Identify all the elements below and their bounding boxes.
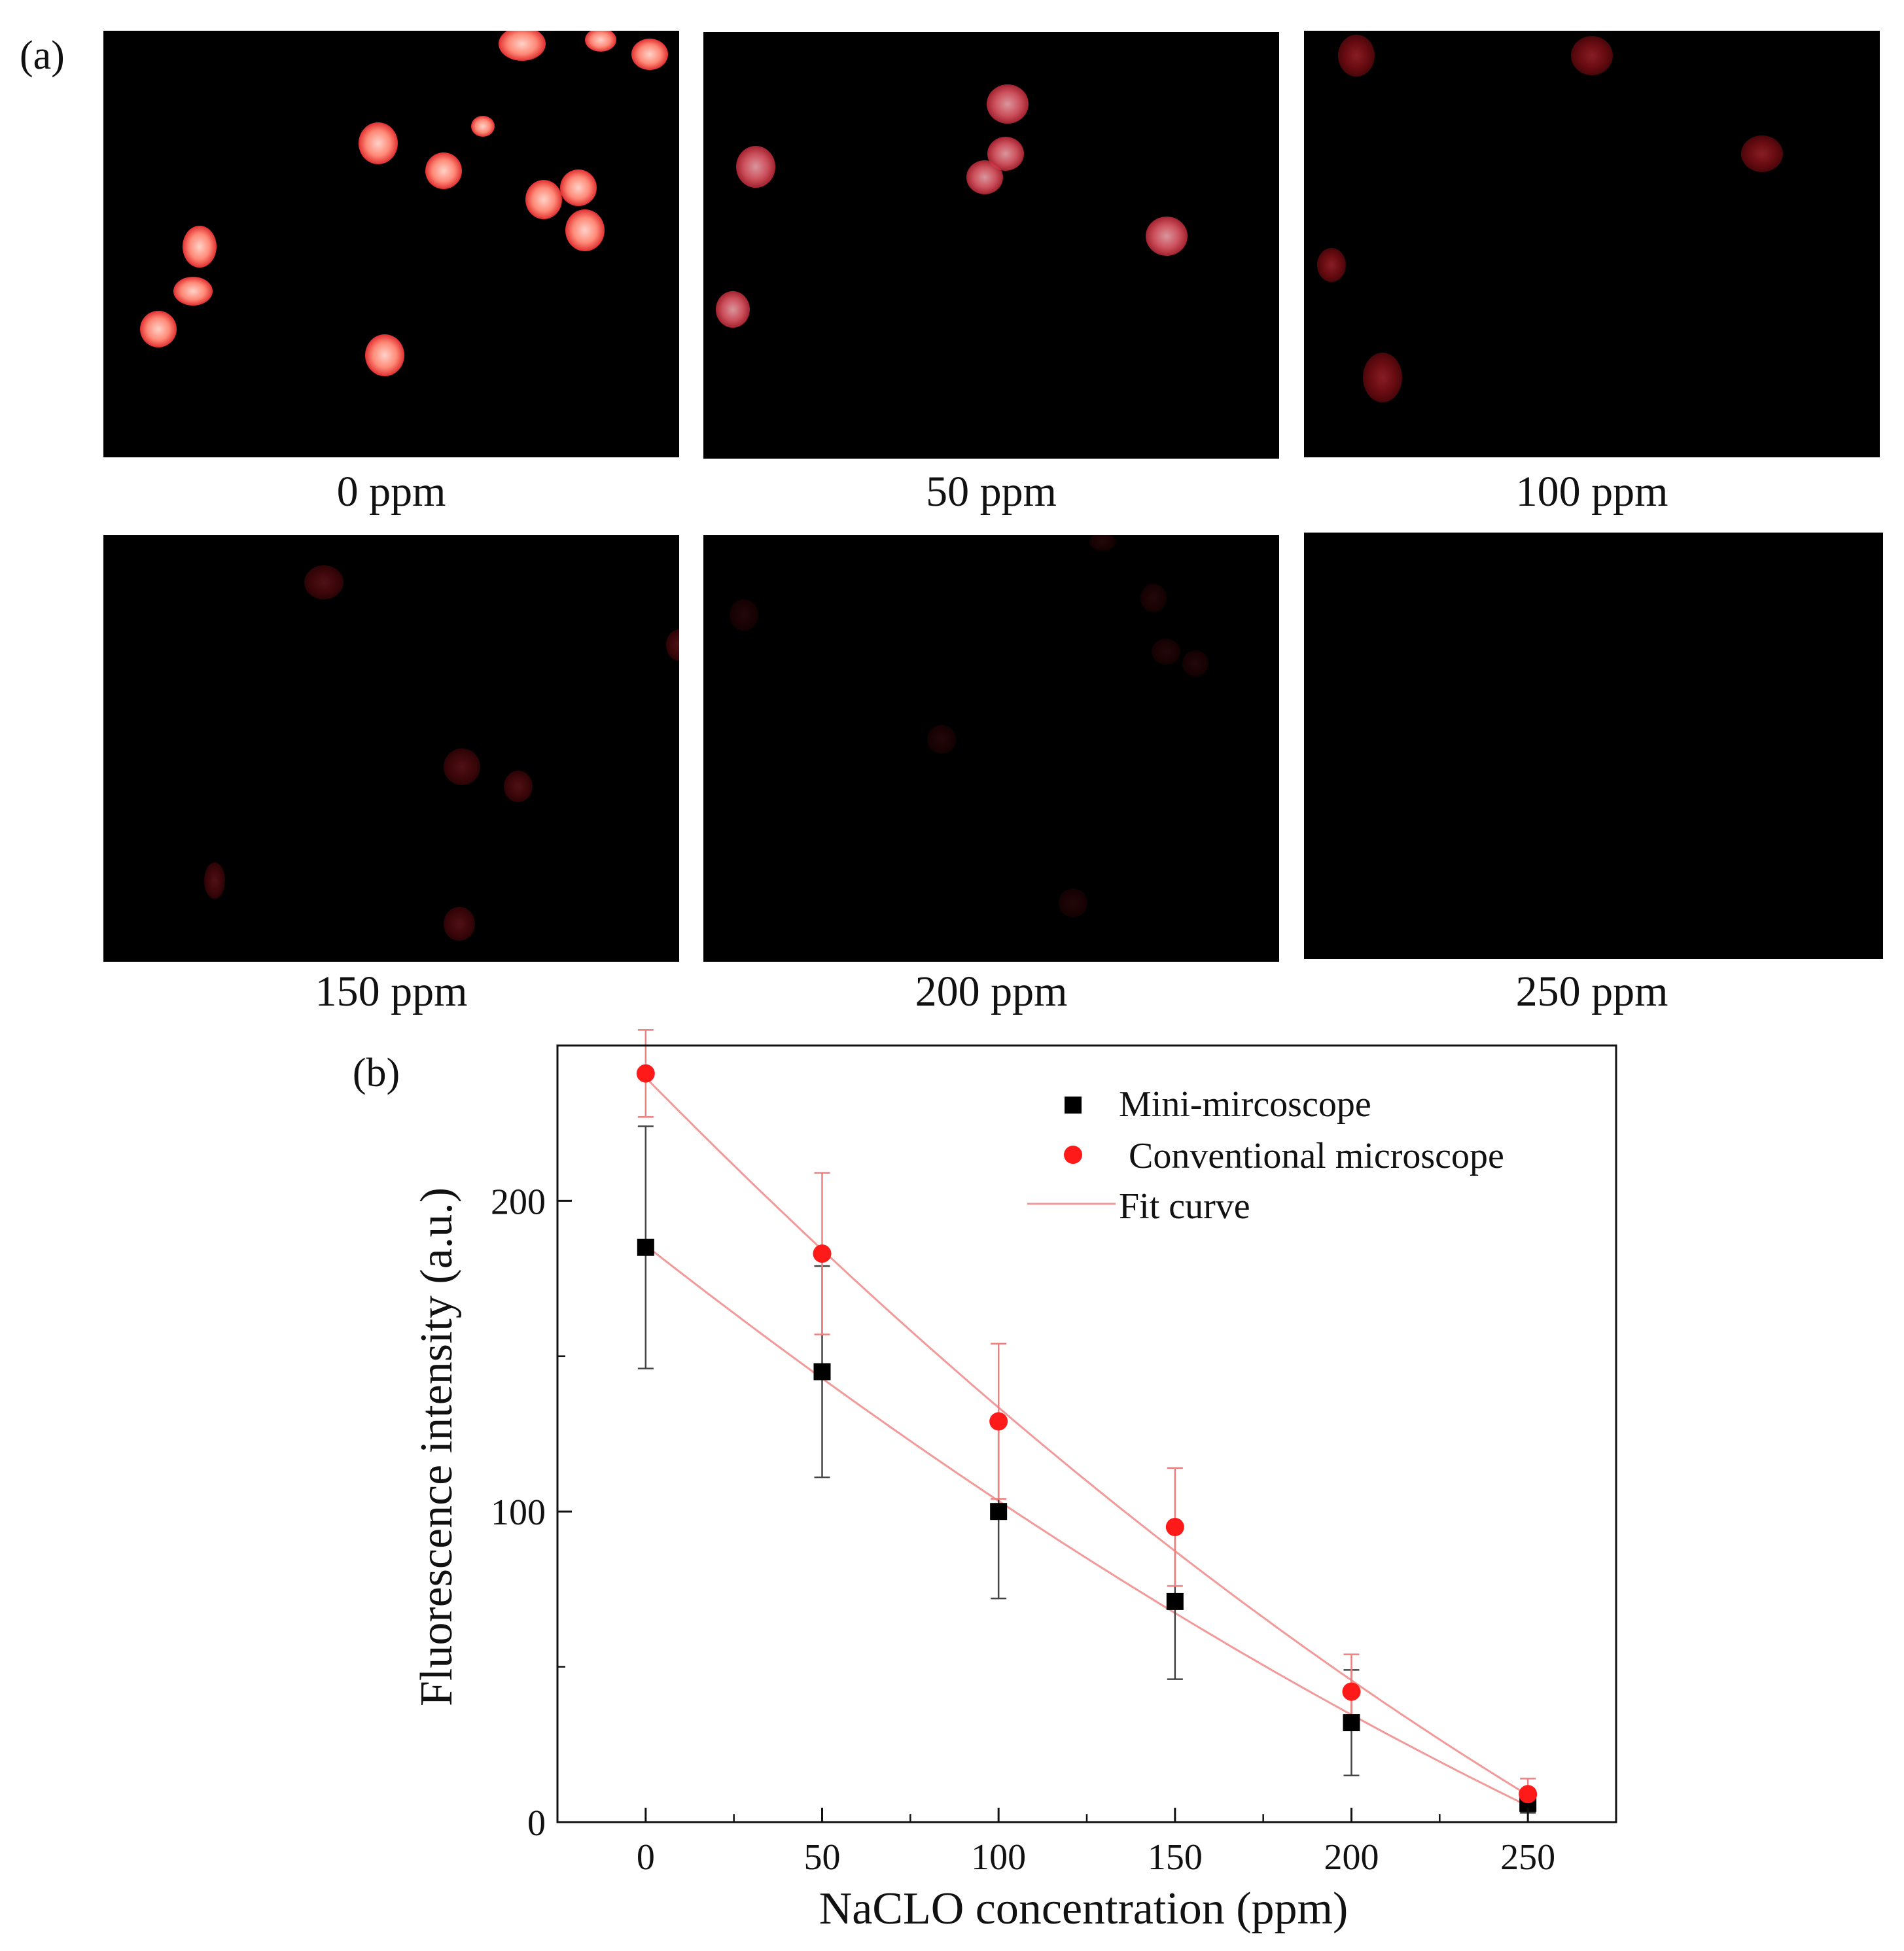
cell-nucleus <box>499 31 546 61</box>
y-tick-label: 200 <box>491 1182 546 1222</box>
legend-label-conventional: Conventional microscope <box>1129 1136 1504 1176</box>
cell-nucleus <box>444 748 480 785</box>
cell-nucleus <box>1571 36 1613 75</box>
cell-nucleus <box>716 291 750 328</box>
legend-marker-conventional <box>1064 1146 1082 1164</box>
cell-nucleus <box>1182 650 1208 677</box>
micrograph-100-ppm <box>1304 31 1880 457</box>
micrograph-250-ppm <box>1304 533 1883 959</box>
data-point-mini <box>1166 1592 1184 1610</box>
x-tick-label: 100 <box>971 1837 1026 1878</box>
data-point-conventional <box>813 1244 832 1263</box>
fit-curve-0 <box>644 1244 1528 1807</box>
legend-label-fit: Fit curve <box>1119 1186 1250 1227</box>
y-tick-label: 0 <box>527 1803 546 1844</box>
micrograph-caption: 150 ppm <box>315 968 468 1015</box>
data-point-mini <box>637 1239 654 1256</box>
cell-nucleus <box>304 565 344 599</box>
cell-nucleus <box>471 116 495 137</box>
micrograph-caption: 100 ppm <box>1515 468 1668 516</box>
x-tick-label: 150 <box>1148 1837 1203 1878</box>
legend-marker-mini <box>1065 1097 1082 1114</box>
x-axis-label: NaCLO concentration (ppm) <box>819 1884 1349 1934</box>
cell-nucleus <box>987 137 1024 171</box>
cell-nucleus <box>1059 888 1087 917</box>
panel-a-label: (a) <box>20 33 65 78</box>
x-tick-label: 200 <box>1324 1837 1379 1878</box>
fit-curve-1 <box>644 1076 1528 1797</box>
micrograph-caption: 200 ppm <box>915 968 1068 1015</box>
cell-nucleus <box>425 152 462 189</box>
cell-nucleus <box>927 725 956 754</box>
micrograph-150-ppm <box>103 535 679 962</box>
micrograph-50-ppm <box>703 32 1279 459</box>
panel-b-label: (b) <box>353 1051 400 1095</box>
cell-nucleus <box>1363 353 1402 402</box>
cell-nucleus <box>736 146 775 188</box>
cell-nucleus <box>666 629 679 661</box>
cell-nucleus <box>1741 135 1783 172</box>
cell-nucleus <box>631 39 668 70</box>
micrograph-caption: 50 ppm <box>926 468 1057 516</box>
cell-nucleus <box>183 226 217 268</box>
y-tick-label: 100 <box>491 1492 546 1533</box>
micrograph-200-ppm <box>703 535 1279 962</box>
cell-nucleus <box>1152 639 1180 665</box>
cell-nucleus <box>204 862 225 899</box>
micrograph-caption: 250 ppm <box>1515 968 1668 1015</box>
data-point-mini <box>990 1503 1008 1520</box>
x-tick-label: 50 <box>804 1837 841 1878</box>
cell-nucleus <box>365 334 404 376</box>
micrograph-caption: 0 ppm <box>336 468 446 516</box>
cell-nucleus <box>504 771 533 802</box>
cell-nucleus <box>173 277 213 306</box>
cell-nucleus <box>1317 248 1346 282</box>
legend-label-mini: Mini-mircoscope <box>1119 1084 1371 1125</box>
x-tick-label: 250 <box>1500 1837 1555 1878</box>
cell-nucleus <box>525 180 562 219</box>
cell-nucleus <box>1146 217 1188 256</box>
x-tick-label: 0 <box>637 1837 655 1878</box>
data-point-conventional <box>1519 1785 1538 1804</box>
cell-nucleus <box>1140 584 1167 612</box>
cell-nucleus <box>140 311 177 347</box>
cell-nucleus <box>730 599 758 631</box>
data-point-conventional <box>1342 1682 1361 1701</box>
cell-nucleus <box>966 160 1003 194</box>
data-point-mini <box>1343 1714 1360 1732</box>
cell-nucleus <box>444 907 475 941</box>
cell-nucleus <box>560 169 597 206</box>
micrograph-0-ppm <box>103 31 679 457</box>
data-point-mini <box>813 1363 831 1380</box>
cell-nucleus <box>1089 535 1116 551</box>
cell-nucleus <box>987 84 1029 124</box>
cell-nucleus <box>1338 35 1375 77</box>
data-point-conventional <box>989 1412 1008 1431</box>
data-point-conventional <box>636 1064 655 1083</box>
cell-nucleus <box>359 122 398 164</box>
y-axis-label: Fluorescence intensity (a.u.) <box>412 1187 462 1706</box>
data-point-conventional <box>1165 1517 1184 1536</box>
cell-nucleus <box>585 31 616 52</box>
cell-nucleus <box>565 209 605 251</box>
